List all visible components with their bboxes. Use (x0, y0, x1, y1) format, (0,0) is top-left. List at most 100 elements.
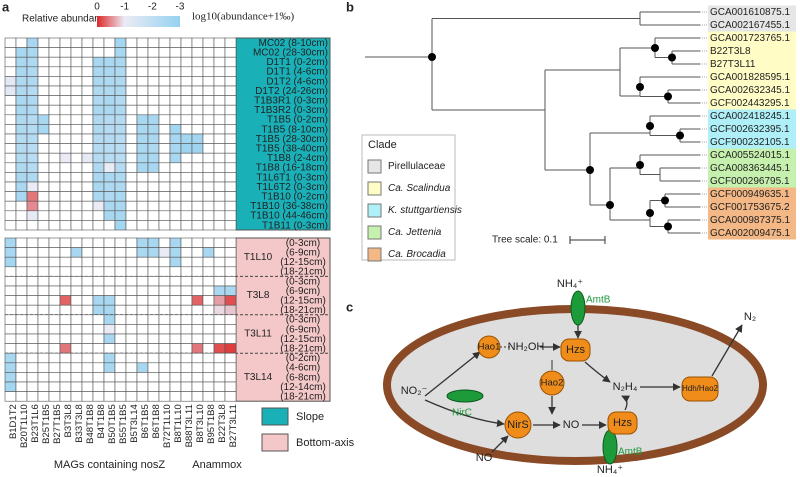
heatmap-cell (26, 200, 39, 212)
heatmap-cell (37, 37, 50, 48)
heatmap-cell (37, 191, 50, 202)
heatmap-cell (136, 314, 149, 325)
heatmap-cell (48, 362, 61, 373)
heatmap-cell (4, 47, 17, 58)
heatmap-cell (169, 304, 182, 316)
heatmap-cell (70, 285, 83, 296)
heatmap-cell (136, 66, 149, 77)
heatmap-cell (59, 333, 72, 344)
column-label: B5T3L14 (129, 404, 140, 443)
heatmap-cell (180, 220, 193, 231)
heatmap-cell (59, 381, 72, 392)
leaf-label: GCA002009475.1 (710, 228, 791, 239)
depth-label: (0-2cm) (286, 353, 320, 364)
heatmap-cell (191, 352, 204, 364)
hao2: Hao2 (541, 378, 564, 389)
heatmap-cell (169, 220, 182, 231)
heatmap-cell (114, 76, 127, 87)
hzs: Hzs (613, 417, 632, 429)
site-label: T1L10 (244, 252, 273, 263)
heatmap-cell (169, 95, 182, 106)
heatmap-cell (169, 200, 182, 212)
heatmap-cell (114, 200, 127, 212)
row-label: T1B11 (0-3cm) (262, 220, 328, 231)
heatmap-cell (70, 304, 83, 316)
heatmap-cell (92, 85, 105, 96)
leaf-label: GCA001828595.1 (710, 72, 791, 83)
heatmap-cell (59, 276, 72, 287)
heatmap-cell (81, 324, 94, 335)
heatmap-cell (191, 200, 204, 212)
heatmap-cell (125, 333, 138, 344)
column-label: B27T1B5 (52, 404, 63, 444)
heatmap-cell (26, 143, 39, 154)
heatmap-cell (59, 152, 72, 164)
heatmap-cell (15, 333, 28, 344)
heatmap-cell (37, 47, 50, 58)
heatmap-cell (147, 343, 160, 354)
heatmap-cell (158, 143, 171, 154)
heatmap-cell (70, 191, 83, 202)
heatmap-cell (4, 181, 17, 192)
heatmap-cell (15, 362, 28, 373)
heatmap-cell (191, 324, 204, 335)
heatmap-cell (136, 362, 149, 373)
heatmap-cell (202, 37, 215, 48)
heatmap-cell (213, 76, 226, 87)
heatmap-cell (158, 76, 171, 87)
heatmap-cell (26, 95, 39, 106)
heatmap-cell (114, 237, 127, 248)
heatmap-cell (4, 343, 17, 354)
depth-label: (12-14cm) (280, 382, 326, 393)
heatmap-cell (158, 114, 171, 125)
heatmap-cell (147, 85, 160, 96)
heatmap-cell (15, 266, 28, 277)
heatmap-cell (48, 391, 61, 402)
heatmap-cell (125, 314, 138, 325)
heatmap-cell (213, 56, 226, 68)
heatmap-cell (103, 285, 116, 296)
heatmap-cell (26, 324, 39, 335)
row-label: T1L6T1 (0-3cm) (256, 172, 328, 183)
heatmap-cell (37, 372, 50, 383)
heatmap-cell (224, 237, 237, 248)
heatmap-cell (103, 314, 116, 325)
heatmap-cell (169, 124, 182, 135)
no: NO (563, 419, 580, 431)
heatmap-cell (114, 276, 127, 287)
heatmap-cell (191, 314, 204, 325)
heatmap-cell (202, 124, 215, 135)
heatmap-cell (59, 285, 72, 296)
heatmap-cell (92, 285, 105, 296)
heatmap-cell (4, 95, 17, 106)
heatmap-cell (169, 381, 182, 392)
heatmap-cell (147, 66, 160, 77)
heatmap-cell (213, 295, 226, 306)
heatmap-cell (37, 85, 50, 96)
heatmap-cell (114, 66, 127, 77)
heatmap-cell (81, 276, 94, 287)
heatmap-cell (147, 104, 160, 116)
heatmap-cell (15, 237, 28, 248)
heatmap-cell (59, 181, 72, 192)
heatmap-cell (147, 256, 160, 268)
heatmap-cell (70, 37, 83, 48)
heatmap-cell (37, 285, 50, 296)
heatmap-cell (26, 372, 39, 383)
amtb: AmtB (586, 295, 611, 306)
heatmap-cell (81, 114, 94, 125)
heatmap-cell (92, 381, 105, 392)
heatmap-cell (4, 324, 17, 335)
column-label: B88T3L11 (184, 404, 195, 447)
row-label: MC02 (8-10cm) (259, 38, 328, 49)
heatmap-cell (191, 162, 204, 173)
heatmap-cell (125, 381, 138, 392)
heatmap-cell (92, 276, 105, 287)
heatmap-cell (169, 285, 182, 296)
heatmap-cell (213, 266, 226, 277)
heatmap-cell (114, 47, 127, 58)
heatmap-cell (202, 66, 215, 77)
heatmap-cell (158, 256, 171, 268)
heatmap-cell (169, 237, 182, 248)
heatmap-cell (136, 295, 149, 306)
